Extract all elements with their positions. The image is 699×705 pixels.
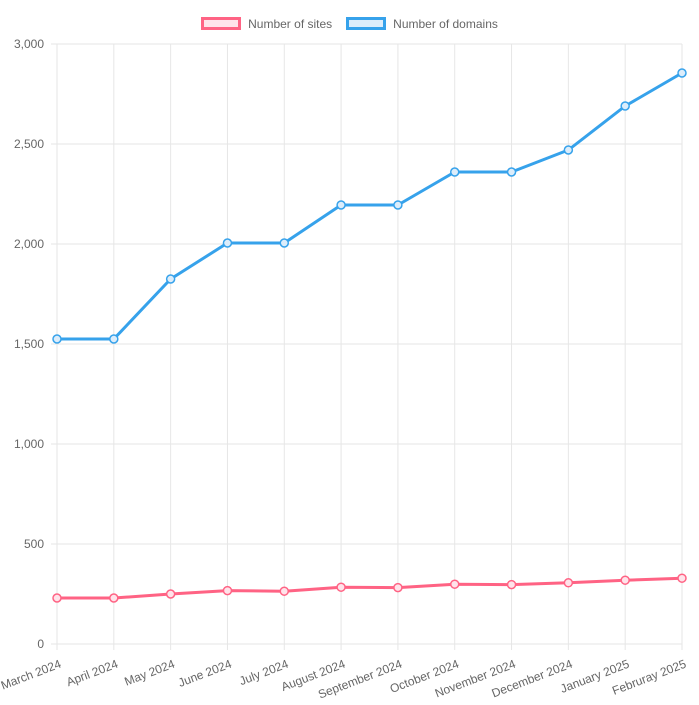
data-point[interactable] — [620, 101, 630, 111]
series-line-1 — [55, 71, 684, 341]
data-point[interactable] — [677, 68, 687, 78]
y-tick-label: 500 — [24, 537, 44, 551]
data-point[interactable] — [52, 334, 62, 344]
data-point[interactable] — [393, 200, 403, 210]
data-point[interactable] — [449, 167, 460, 177]
legend-label-sites: Number of sites — [248, 16, 333, 31]
data-point[interactable] — [165, 589, 176, 599]
x-tick-label: March 2024 — [0, 657, 63, 693]
data-point[interactable] — [336, 582, 346, 592]
y-tick-label: 2,500 — [14, 137, 44, 151]
legend-swatch-sites — [201, 17, 242, 30]
data-point[interactable] — [52, 593, 62, 603]
legend-swatch-domains — [346, 17, 387, 30]
y-tick-label: 0 — [37, 637, 44, 651]
data-point[interactable] — [506, 167, 517, 177]
data-point[interactable] — [222, 238, 233, 248]
legend-label-domains: Number of domains — [393, 16, 498, 31]
data-point[interactable] — [279, 586, 290, 596]
x-tick-label: June 2024 — [176, 657, 234, 690]
data-point[interactable] — [449, 579, 460, 589]
data-point[interactable] — [563, 578, 574, 588]
x-tick-label: May 2024 — [122, 657, 177, 689]
data-point[interactable] — [393, 582, 403, 593]
data-point[interactable] — [109, 334, 119, 344]
data-point[interactable] — [563, 145, 574, 155]
chart-legend: Number of sites Number of domains — [0, 17, 699, 30]
y-tick-label: 2,000 — [14, 237, 44, 251]
legend-item-number-of-domains[interactable]: Number of domains — [346, 17, 498, 30]
data-point[interactable] — [677, 573, 687, 583]
data-point[interactable] — [336, 200, 346, 210]
data-point[interactable] — [109, 593, 119, 603]
data-point[interactable] — [506, 579, 517, 590]
y-tick-label: 3,000 — [14, 37, 44, 51]
legend-item-number-of-sites[interactable]: Number of sites — [201, 17, 332, 30]
data-point[interactable] — [222, 585, 233, 596]
y-tick-label: 1,000 — [14, 437, 44, 451]
y-tick-label: 1,500 — [14, 337, 44, 351]
data-point[interactable] — [279, 238, 290, 248]
data-point[interactable] — [620, 575, 630, 585]
x-tick-label: April 2024 — [64, 657, 120, 690]
data-point[interactable] — [165, 274, 176, 284]
series-line-0 — [55, 576, 684, 600]
